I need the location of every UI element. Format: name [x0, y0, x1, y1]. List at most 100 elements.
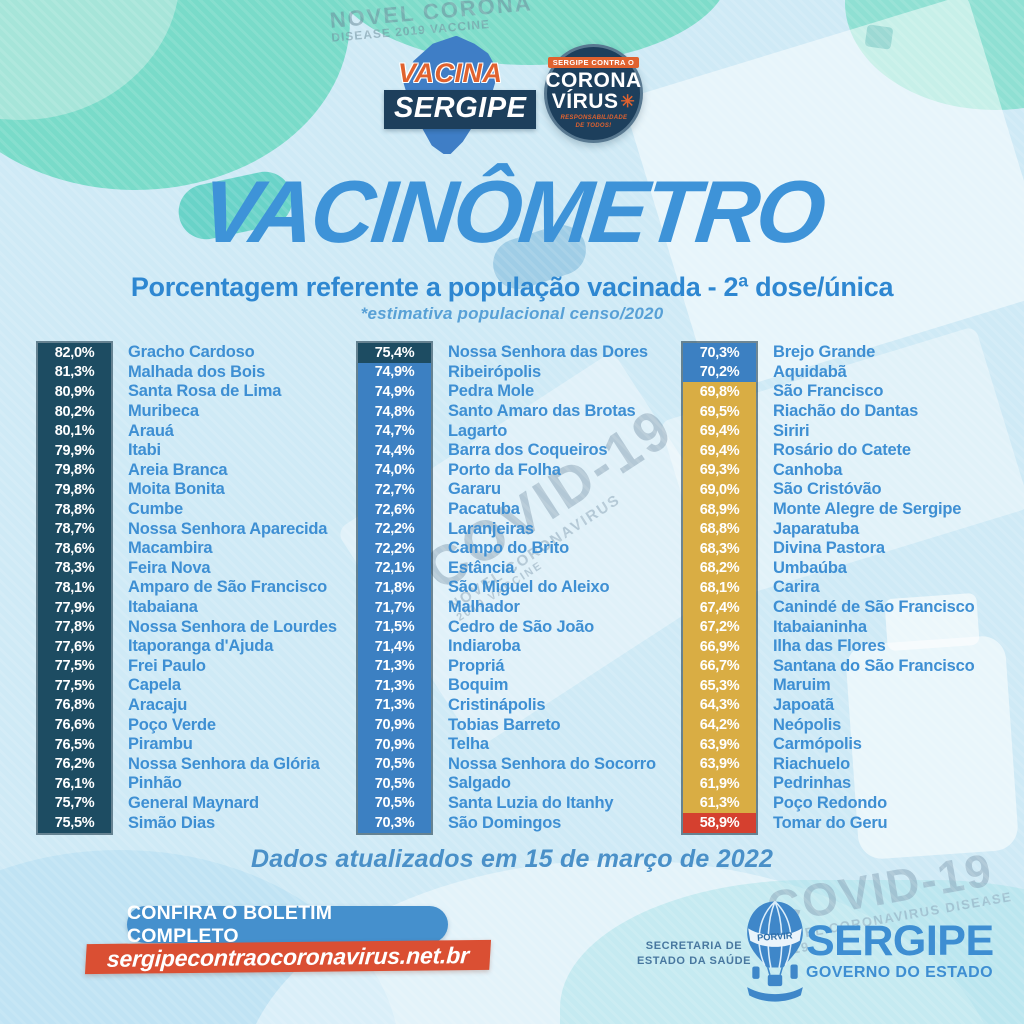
percentage-badge: 82,0%: [38, 343, 111, 363]
percentage-badge: 70,3%: [683, 343, 756, 363]
vaccination-column-2: 75,4% Nossa Senhora das Dores 74,9% Ribeiró…: [356, 341, 680, 835]
municipality-name: Boquim: [448, 676, 509, 695]
table-row: 68,2% Umbaúba: [683, 558, 1005, 579]
boletim-completo-button[interactable]: CONFIRA O BOLETIM COMPLETO: [127, 902, 448, 947]
table-row: 79,8% Areia Branca: [38, 460, 360, 481]
table-row: 78,8% Cumbe: [38, 499, 360, 520]
table-row: 72,1% Estância: [358, 558, 680, 579]
municipality-name: Rosário do Catete: [773, 441, 911, 460]
percentage-badge: 69,5%: [683, 401, 756, 422]
percentage-badge: 80,9%: [38, 382, 111, 402]
municipality-name: Nossa Senhora da Glória: [128, 754, 320, 773]
municipality-name: Umbaúba: [773, 558, 847, 577]
table-row: 72,7% Gararu: [358, 480, 680, 500]
table-row: 69,0% São Cristóvão: [683, 480, 1005, 500]
percentage-badge: 78,8%: [38, 499, 111, 520]
municipality-name: Nossa Senhora Aparecida: [128, 519, 328, 538]
table-row: 75,5% Simão Dias: [38, 813, 360, 833]
percentage-badge: 68,8%: [683, 519, 756, 539]
table-row: 68,9% Monte Alegre de Sergipe: [683, 499, 1005, 520]
percentage-badge: 72,1%: [358, 558, 431, 579]
table-row: 71,3% Cristinápolis: [358, 695, 680, 716]
municipality-name: Divina Pastora: [773, 539, 885, 558]
municipality-name: Propriá: [448, 656, 505, 675]
municipality-name: Japaratuba: [773, 519, 860, 538]
table-row: 70,3% Brejo Grande: [683, 343, 1005, 363]
percentage-badge: 71,3%: [358, 676, 431, 696]
table-row: 71,3% Boquim: [358, 676, 680, 696]
table-row: 77,5% Frei Paulo: [38, 656, 360, 677]
percentage-badge: 70,2%: [683, 362, 756, 383]
percentage-badge: 77,6%: [38, 636, 111, 657]
percentage-badge: 63,9%: [683, 734, 756, 755]
table-row: 77,5% Capela: [38, 676, 360, 696]
table-row: 72,6% Pacatuba: [358, 499, 680, 520]
table-row: 70,5% Santa Luzia do Itanhy: [358, 793, 680, 814]
percentage-badge: 74,7%: [358, 421, 431, 441]
municipality-name: São Miguel do Aleixo: [448, 578, 610, 597]
table-row: 70,2% Aquidabã: [683, 362, 1005, 383]
table-row: 75,4% Nossa Senhora das Dores: [358, 343, 680, 363]
table-row: 79,8% Moita Bonita: [38, 480, 360, 500]
municipality-name: Poço Redondo: [773, 793, 888, 812]
badge-responsibility-text: RESPONSABILIDADE DE TODOS!: [560, 115, 628, 129]
percentage-badge: 74,0%: [358, 460, 431, 481]
percentage-badge: 61,3%: [683, 793, 756, 814]
municipality-name: Pacatuba: [448, 500, 520, 519]
table-row: 61,9% Pedrinhas: [683, 774, 1005, 794]
table-row: 76,1% Pinhão: [38, 774, 360, 794]
table-row: 71,5% Cedro de São João: [358, 617, 680, 637]
municipality-name: Siriri: [773, 421, 810, 440]
percentage-badge: 74,9%: [358, 382, 431, 402]
municipality-name: Brejo Grande: [773, 343, 876, 362]
percentage-badge: 69,3%: [683, 460, 756, 481]
municipality-name: Pedra Mole: [448, 382, 535, 401]
municipality-name: Telha: [448, 735, 489, 754]
municipality-name: Malhador: [448, 598, 520, 617]
percentage-badge: 68,3%: [683, 538, 756, 559]
municipality-name: Riachão do Dantas: [773, 402, 919, 421]
table-row: 71,7% Malhador: [358, 597, 680, 618]
percentage-badge: 77,8%: [38, 617, 111, 637]
municipality-name: Santana do São Francisco: [773, 656, 975, 675]
percentage-badge: 63,9%: [683, 754, 756, 775]
municipality-name: Feira Nova: [128, 558, 211, 577]
municipality-name: Campo do Brito: [448, 539, 569, 558]
table-row: 74,7% Lagarto: [358, 421, 680, 441]
table-row: 71,3% Propriá: [358, 656, 680, 677]
municipality-name: Gracho Cardoso: [128, 343, 255, 362]
page-title: VACINÔMETRO: [196, 162, 828, 261]
municipality-name: Tomar do Geru: [773, 813, 888, 832]
municipality-name: Estância: [448, 558, 515, 577]
table-row: 67,2% Itabaianinha: [683, 617, 1005, 637]
website-link-banner[interactable]: sergipecontraocoronavirus.net.br: [84, 939, 492, 975]
percentage-badge: 68,1%: [683, 578, 756, 598]
table-row: 68,1% Carira: [683, 578, 1005, 598]
percentage-badge: 61,9%: [683, 774, 756, 794]
table-row: 78,1% Amparo de São Francisco: [38, 578, 360, 598]
percentage-badge: 75,7%: [38, 793, 111, 814]
table-row: 74,9% Ribeirópolis: [358, 362, 680, 383]
porvir-balloon-logo: PORVIR: [747, 900, 803, 1002]
percentage-badge: 70,9%: [358, 715, 431, 735]
percentage-badge: 80,1%: [38, 421, 111, 441]
table-row: 80,2% Muribeca: [38, 401, 360, 422]
municipality-name: Cedro de São João: [448, 617, 595, 636]
table-row: 74,9% Pedra Mole: [358, 382, 680, 402]
table-row: 77,8% Nossa Senhora de Lourdes: [38, 617, 360, 637]
municipality-name: Arauá: [128, 421, 174, 440]
table-row: 79,9% Itabi: [38, 440, 360, 461]
municipality-name: Areia Branca: [128, 460, 228, 479]
table-row: 69,5% Riachão do Dantas: [683, 401, 1005, 422]
vaccination-column-1: 82,0% Gracho Cardoso 81,3% Malhada dos Bois…: [36, 341, 360, 835]
municipality-name: Ribeirópolis: [448, 362, 541, 381]
sergipe-contra-coronavirus-badge: SERGIPE CONTRA O CORONA VÍRUS ✳ RESPONSA…: [544, 44, 643, 143]
municipality-name: Nossa Senhora do Socorro: [448, 754, 656, 773]
municipality-name: Gararu: [448, 480, 501, 499]
municipality-name: Carira: [773, 578, 820, 597]
percentage-badge: 76,5%: [38, 734, 111, 755]
municipality-name: Pirambu: [128, 735, 193, 754]
vacina-logo-word: VACINA: [398, 58, 503, 88]
percentage-badge: 71,7%: [358, 597, 431, 618]
